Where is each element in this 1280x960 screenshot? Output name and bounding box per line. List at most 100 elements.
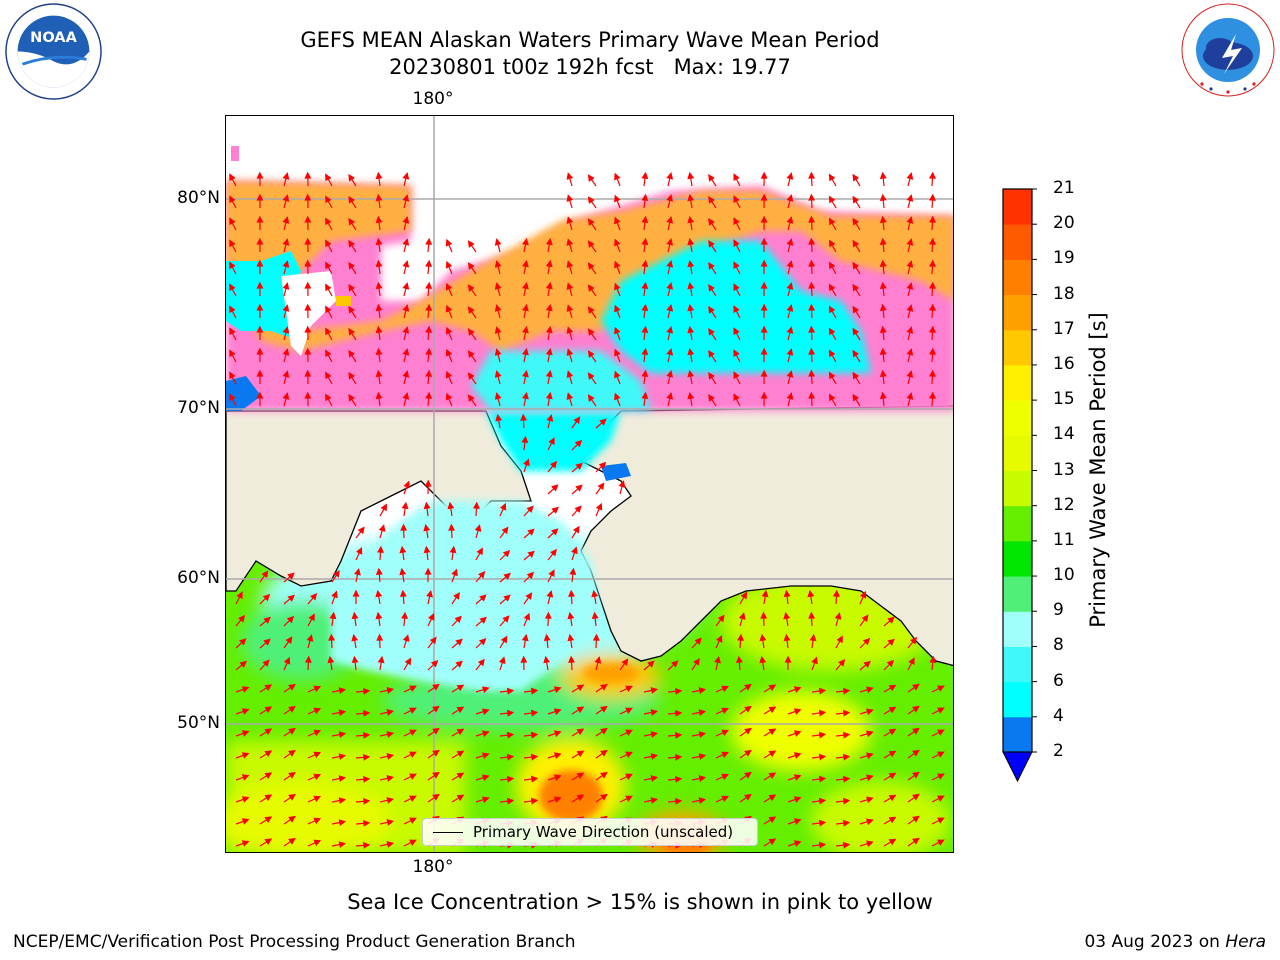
- wave-arrow-head: [229, 173, 236, 182]
- wave-arrow-head: [937, 729, 945, 736]
- wave-arrow-head: [304, 259, 312, 267]
- wave-arrow-head: [714, 655, 721, 664]
- wave-arrow-head: [928, 193, 936, 201]
- wave-arrow-head: [852, 195, 860, 204]
- wave-arrow-head: [859, 590, 867, 599]
- wave-arrow-head: [425, 281, 433, 289]
- wave-arrow-head: [687, 193, 695, 202]
- wave-arrow-head: [808, 391, 816, 399]
- wave-arrow-head: [239, 660, 247, 668]
- wave-arrow-head: [842, 797, 851, 805]
- wave-arrow-head: [591, 611, 599, 620]
- wave-arrow-head: [760, 347, 768, 355]
- colorbar-segment: [1003, 259, 1032, 296]
- wave-arrow-head: [793, 840, 802, 847]
- wave-arrow-head: [399, 589, 407, 597]
- wave-arrow-head: [467, 328, 475, 336]
- wave-arrow-head: [375, 237, 383, 246]
- wave-arrow-head: [467, 284, 475, 292]
- wave-arrow-head: [600, 705, 608, 713]
- wave-arrow-head: [282, 348, 290, 356]
- wave-arrow-head: [527, 550, 535, 558]
- colorbar-under-triangle: [1002, 751, 1033, 783]
- colorbar-tick-label: 16: [1053, 353, 1075, 374]
- wave-arrow-head: [879, 171, 887, 179]
- wave-arrow-head: [351, 655, 359, 664]
- wave-arrow-head: [572, 525, 580, 534]
- wave-arrow-head: [828, 393, 836, 402]
- wave-arrow-head: [641, 215, 649, 224]
- wave-arrow-head: [325, 327, 332, 336]
- wave-arrow-head: [783, 633, 791, 642]
- wave-arrow-head: [866, 818, 874, 826]
- wave-arrow-head: [888, 838, 897, 846]
- wave-arrow-head: [348, 239, 355, 248]
- wave-arrow-head: [852, 239, 860, 248]
- wave-arrow-head: [449, 545, 457, 554]
- wave-arrow-head: [641, 281, 649, 290]
- wave-arrow-head: [759, 633, 767, 642]
- wave-arrow-head: [687, 281, 695, 290]
- wave-arrow-head: [409, 707, 417, 714]
- wave-arrow-head: [566, 194, 574, 202]
- wave-arrow-head: [241, 840, 250, 847]
- wave-arrow-head: [793, 796, 802, 803]
- wave-arrow-head: [687, 303, 695, 312]
- wave-arrow-head: [338, 709, 347, 717]
- wave-arrow-head: [576, 750, 585, 758]
- colorbar-segment: [1003, 646, 1032, 683]
- colorbar-segment: [1003, 435, 1032, 471]
- wave-arrow-head: [666, 370, 674, 378]
- wave-arrow-head: [852, 327, 860, 336]
- wave-arrow-head: [721, 707, 730, 715]
- wave-arrow-head: [828, 261, 836, 270]
- wave-arrow-head: [313, 839, 322, 847]
- wave-arrow-head: [229, 195, 236, 204]
- wave-arrow-head: [402, 216, 410, 224]
- wave-arrow-head: [348, 371, 355, 380]
- colorbar-tick-label: 9: [1053, 600, 1064, 621]
- wave-arrow-head: [808, 347, 816, 355]
- wave-arrow-head: [551, 484, 559, 492]
- wave-arrow-head: [852, 217, 860, 226]
- wave-arrow-head: [445, 282, 453, 291]
- wave-arrow-head: [386, 731, 395, 738]
- wave-arrow-head: [808, 193, 816, 201]
- wave-arrow-head: [256, 237, 264, 245]
- wave-arrow-head: [687, 237, 695, 246]
- wave-arrow-head: [481, 796, 490, 804]
- wave-arrow-head: [811, 656, 818, 665]
- wave-arrow-head: [432, 705, 440, 713]
- wave-arrow-head: [687, 259, 695, 268]
- wave-arrow-head: [842, 841, 851, 849]
- wave-arrow-head: [425, 347, 433, 355]
- wave-arrow-head: [698, 709, 707, 716]
- wave-arrow-head: [241, 730, 250, 737]
- wave-arrow-head: [567, 633, 575, 642]
- wave-arrow-head: [399, 545, 407, 554]
- wave-arrow-head: [338, 775, 347, 783]
- wave-arrow-head: [641, 237, 649, 246]
- wave-arrow-head: [808, 325, 816, 333]
- wave-arrow-head: [573, 416, 581, 424]
- wave-arrow-head: [329, 611, 337, 620]
- wave-arrow-head: [494, 304, 502, 312]
- wave-arrow-head: [256, 193, 264, 201]
- wave-arrow-head: [448, 523, 456, 531]
- wave-arrow-head: [282, 172, 290, 180]
- wave-arrow-head: [282, 260, 290, 268]
- wave-arrow-head: [576, 684, 585, 692]
- wave-arrow-head: [614, 172, 621, 181]
- wave-arrow-head: [761, 589, 769, 598]
- colorbar-tick-label: 18: [1053, 283, 1075, 304]
- wave-arrow-head: [456, 772, 465, 780]
- wave-arrow-head: [479, 594, 487, 602]
- wave-arrow-head: [818, 819, 827, 827]
- wave-arrow-head: [566, 370, 574, 378]
- wave-arrow-head: [879, 193, 887, 201]
- wave-arrow-head: [553, 708, 562, 715]
- wave-period-map: [225, 115, 954, 853]
- wave-arrow-head: [425, 391, 433, 399]
- wave-arrow-head: [595, 502, 603, 511]
- wave-arrow-head: [288, 771, 296, 779]
